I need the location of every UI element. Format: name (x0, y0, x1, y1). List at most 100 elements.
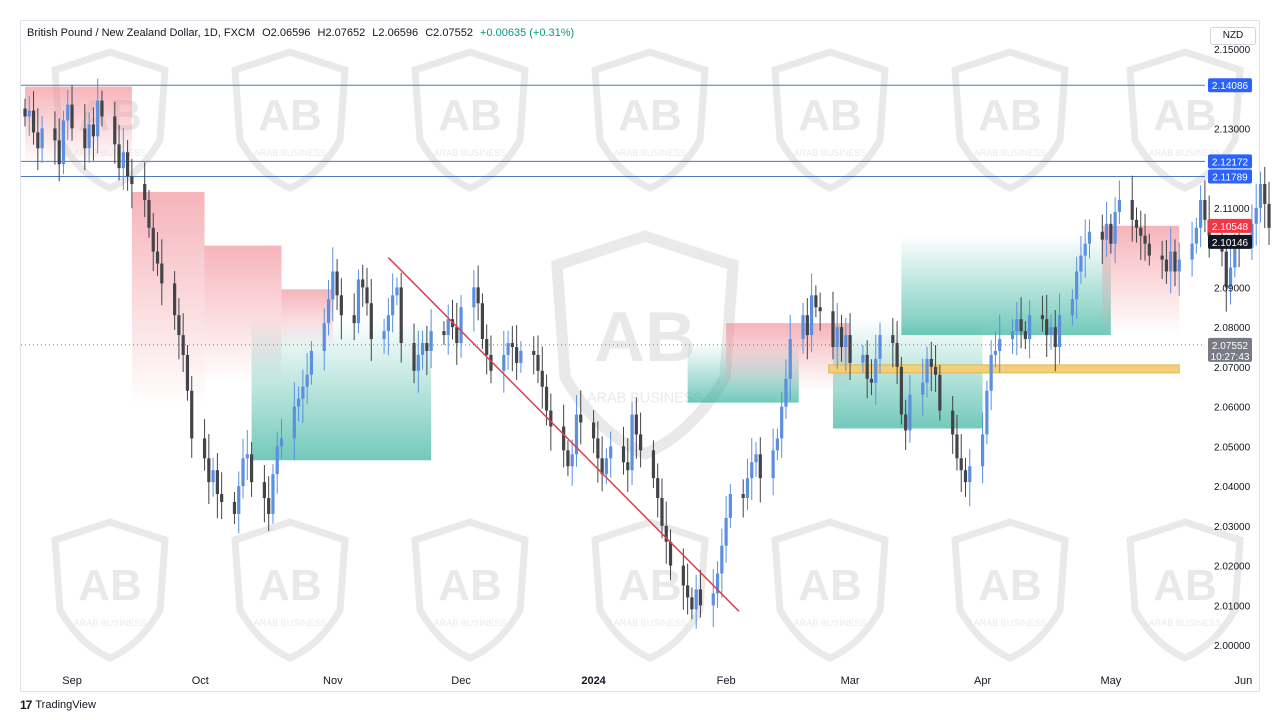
candle-body (630, 414, 634, 471)
demand-zone (901, 235, 1111, 336)
watermark-brand: ARAB BUSINESS (794, 618, 867, 628)
time-tick-label: May (1100, 675, 1121, 687)
trendline (387, 257, 740, 612)
candle-body (160, 263, 164, 284)
candle-body (446, 319, 450, 336)
candle-body (933, 366, 938, 375)
candle-body (326, 299, 331, 324)
candle-body (660, 498, 664, 526)
watermark-brand: ARAB BUSINESS (254, 618, 327, 628)
time-tick-label: Dec (451, 675, 471, 687)
candle-body (750, 462, 754, 479)
candle-body (472, 287, 476, 308)
candle-body (1254, 207, 1258, 224)
watermark-monogram: AB (258, 561, 322, 610)
candle-body (540, 370, 544, 387)
candle-body (963, 470, 968, 483)
candle-body (305, 374, 309, 387)
candle-body (301, 386, 305, 399)
horizontal-levels (21, 84, 1205, 374)
candle-body (604, 458, 608, 475)
candle-body (728, 494, 732, 518)
candle-body (1169, 251, 1173, 272)
candle-body (818, 307, 822, 312)
candle-body (1087, 231, 1092, 244)
candle-body (1139, 227, 1143, 236)
watermark-shield-icon: AB ARAB BUSINESS (771, 518, 889, 662)
candle-body (480, 303, 485, 340)
candle-body (929, 358, 933, 367)
candle-body (532, 350, 536, 355)
candle-body (151, 227, 155, 252)
candle-body (40, 128, 44, 149)
candle-body (271, 474, 275, 514)
watermark-brand: ARAB BUSINESS (434, 148, 507, 158)
price-tag-value: 2.10548 (1212, 222, 1249, 233)
candle-body (574, 414, 579, 455)
candle-body (1263, 184, 1267, 204)
candle-body (207, 458, 211, 483)
price-tag: 2.14086 (1208, 78, 1252, 93)
candle-body (420, 343, 425, 355)
price-tag: 2.12172 (1208, 154, 1252, 169)
candle-body (968, 466, 972, 483)
candle-body (694, 589, 698, 610)
candle-body (1164, 259, 1169, 272)
watermark-monogram: AB (618, 561, 682, 610)
candle-body (848, 335, 852, 363)
watermark-monogram: AB (438, 91, 502, 140)
candle-body (690, 597, 694, 610)
candle-body (1023, 331, 1027, 340)
candle-body (117, 144, 121, 169)
candle-body (579, 414, 583, 423)
candle-body (130, 176, 134, 185)
candle-body (416, 354, 420, 371)
time-tick-label: Apr (974, 675, 991, 687)
tradingview-logo-icon[interactable]: 17 (20, 698, 32, 712)
watermark-monogram: AB (594, 297, 696, 376)
watermark-monogram: AB (798, 561, 862, 610)
candle-body (921, 382, 925, 395)
footer: 17 TradingView (20, 698, 96, 712)
candle-body (771, 450, 775, 479)
open-value: O2.06596 (262, 27, 311, 39)
candle-body (27, 110, 31, 117)
candle-body (412, 343, 416, 371)
candle-body (245, 454, 249, 459)
candle-body (895, 343, 899, 367)
candle-body (510, 343, 514, 347)
candle-body (202, 438, 207, 459)
candle-body (1143, 235, 1147, 244)
candle-body (1019, 319, 1023, 332)
symbol-name[interactable]: British Pound / New Zealand Dollar, 1D, … (27, 27, 256, 39)
watermark-shield-icon: AB ARAB BUSINESS (591, 518, 709, 662)
price-tick-label: 2.03000 (1214, 522, 1251, 533)
candle-body (237, 486, 241, 514)
price-tick-label: 2.13000 (1214, 124, 1251, 135)
candle-body (361, 279, 365, 288)
candle-body (382, 331, 386, 340)
candle-body (981, 434, 985, 467)
candle-body (100, 100, 104, 117)
currency-label[interactable]: NZD (1210, 27, 1256, 45)
candle-body (1079, 255, 1083, 272)
candle-body (878, 335, 882, 359)
candle-body (57, 140, 61, 165)
candle-body (455, 327, 459, 344)
price-tag-bg (1208, 169, 1252, 184)
tradingview-brand[interactable]: TradingView (35, 699, 96, 711)
candle-body (442, 331, 446, 336)
candle-body (908, 394, 912, 431)
price-tag-countdown: 10:27:43 (1211, 352, 1250, 363)
price-tick-label: 2.04000 (1214, 482, 1251, 493)
price-tag-value: 2.11789 (1212, 173, 1248, 184)
high-value: H2.07652 (317, 27, 366, 39)
candle-body (476, 287, 480, 304)
support-zone (828, 364, 1180, 374)
price-tick-label: 2.15000 (1214, 45, 1251, 56)
candle-body (891, 335, 895, 344)
candle-body (754, 454, 758, 463)
candle-body (241, 458, 245, 487)
